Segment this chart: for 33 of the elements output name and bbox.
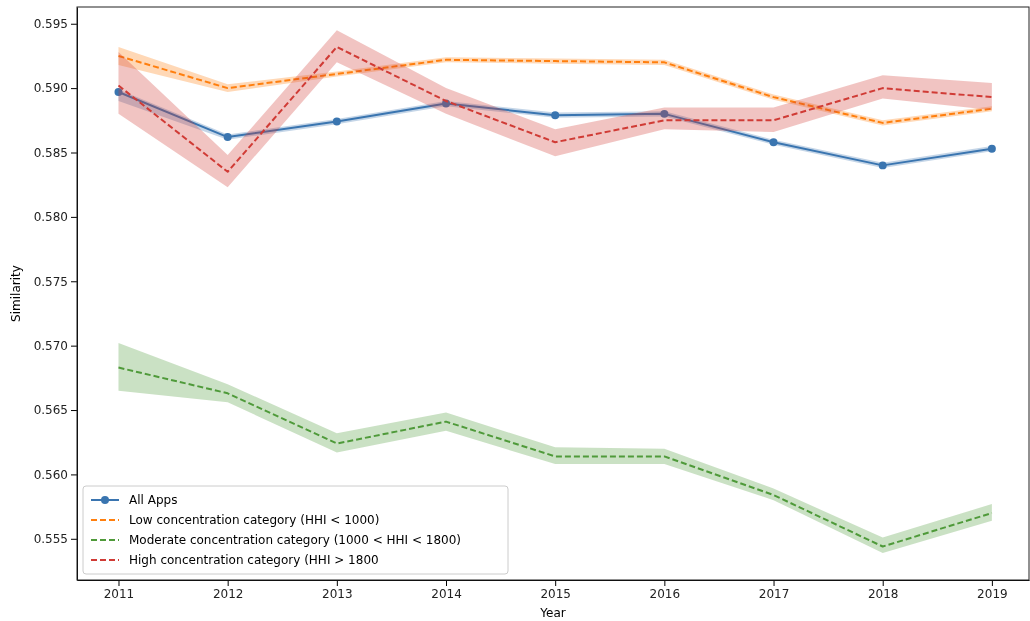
- x-tick-label: 2014: [431, 586, 462, 601]
- line-series: [117, 45, 993, 173]
- point: [660, 109, 669, 118]
- point: [878, 161, 887, 170]
- y-tick-label: 0.580: [33, 210, 68, 225]
- x-tick-label: 2012: [212, 586, 244, 601]
- y-tick-label: 0.585: [33, 145, 68, 160]
- x-tick-label: 2015: [540, 586, 571, 601]
- legend-label: Moderate concentration category (1000 < HHI < 1800): [129, 533, 462, 547]
- y-tick-label: 0.570: [33, 338, 68, 353]
- y-tick-label: 0.560: [33, 467, 68, 482]
- legend-label: All Apps: [129, 493, 178, 507]
- x-axis-title: Year: [539, 606, 566, 620]
- x-tick-label: 2019: [977, 586, 1008, 601]
- y-tick-label: 0.565: [33, 403, 68, 418]
- point: [769, 138, 778, 147]
- point: [223, 133, 232, 142]
- point: [551, 111, 560, 120]
- y-tick-label: 0.575: [33, 274, 68, 289]
- x-tick-label: 2011: [103, 586, 135, 601]
- x-tick-label: 2016: [649, 586, 681, 601]
- y-tick-label: 0.555: [33, 532, 68, 547]
- point: [332, 117, 341, 126]
- point: [114, 88, 123, 96]
- x-tick-label: 2017: [758, 586, 790, 601]
- x-tick-label: 2018: [867, 586, 899, 601]
- point: [987, 144, 996, 153]
- legend-label: High concentration category (HHI > 1800: [129, 553, 379, 567]
- y-tick-label: 0.590: [33, 81, 68, 96]
- x-tick-label: 2013: [322, 586, 353, 601]
- y-axis-title: Similarity: [9, 265, 23, 322]
- legend-label: Low concentration category (HHI < 1000): [129, 513, 380, 527]
- y-tick-label: 0.595: [33, 17, 68, 32]
